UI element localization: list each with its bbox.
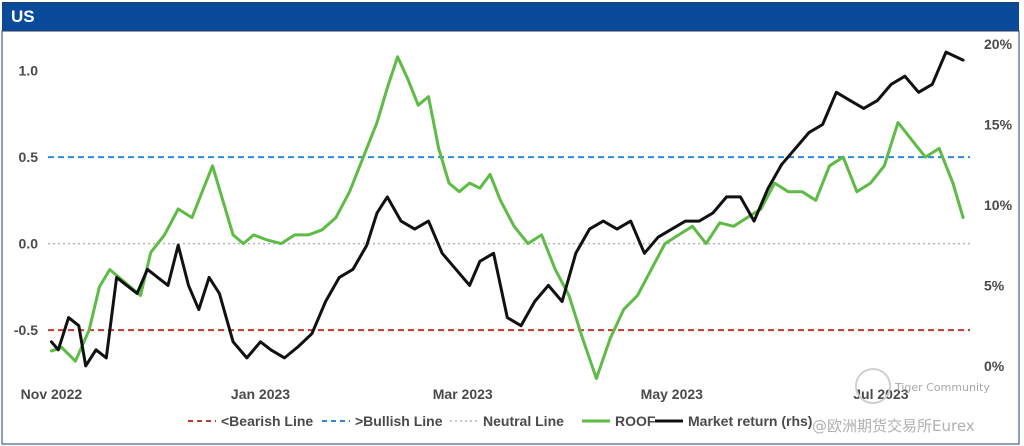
chart-title-bar: US: [2, 2, 1019, 31]
x-tick-label: Jan 2023: [231, 386, 290, 402]
series-line-roof: [49, 55, 965, 380]
legend-entry: >Bullish Line: [355, 413, 443, 429]
y-right-tick-label: 10%: [984, 197, 1013, 213]
watermark-source: @欧洲期货交易所Eurex: [812, 417, 975, 435]
y-right-tick-label: 15%: [984, 117, 1013, 133]
watermark-logo-icon: [855, 368, 891, 404]
legend-entry: <Bearish Line: [221, 413, 313, 429]
y-right-tick-label: 20%: [984, 36, 1013, 52]
chart-frame: [1, 30, 1020, 445]
chart-title: US: [11, 7, 35, 26]
y-right-tick-label: 0%: [984, 358, 1005, 374]
x-tick-label: Mar 2023: [433, 386, 493, 402]
y-left-tick-label: -0.5: [14, 322, 38, 338]
y-left-tick-label: 0.0: [19, 236, 39, 252]
legend-entry: Market return (rhs): [688, 413, 812, 429]
x-tick-label: May 2023: [641, 386, 703, 402]
y-left-tick-label: 0.5: [19, 149, 39, 165]
series-line-market-return: [49, 50, 965, 368]
x-tick-label: Nov 2022: [21, 386, 83, 402]
watermark-community: Tiger Community: [895, 381, 990, 394]
y-left-tick-label: 1.0: [19, 63, 39, 79]
y-right-tick-label: 5%: [984, 277, 1005, 293]
legend-entry: Neutral Line: [483, 413, 564, 429]
legend-entry: ROOF: [615, 413, 656, 429]
